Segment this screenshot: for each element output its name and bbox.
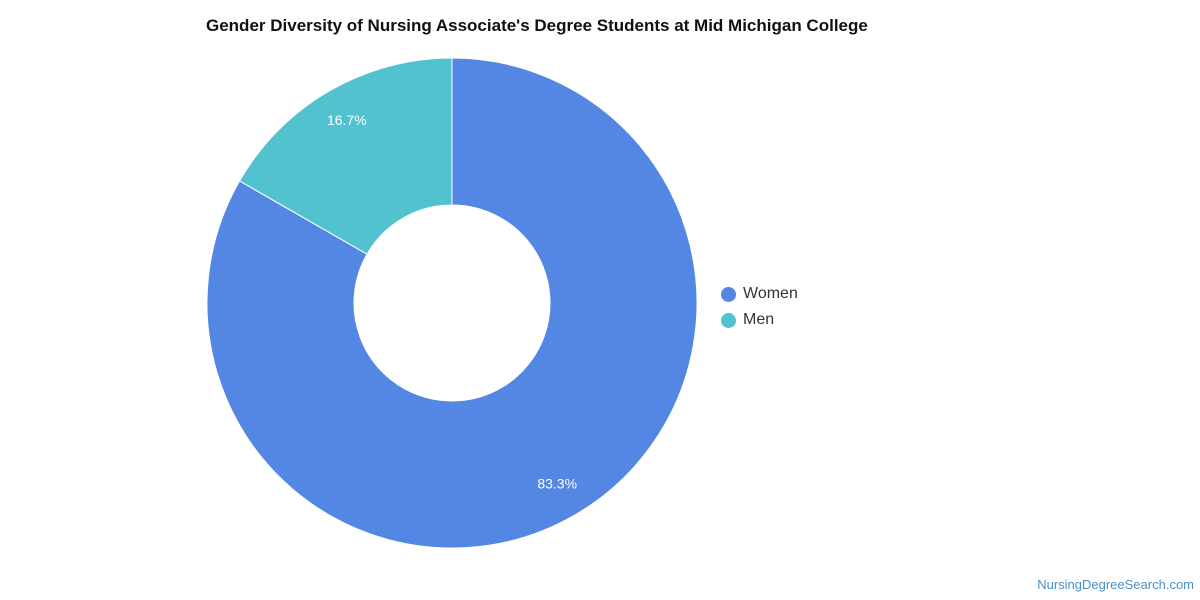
slice-label-men: 16.7%: [327, 112, 367, 128]
slice-men[interactable]: [238, 57, 453, 255]
legend-item-women[interactable]: Women: [721, 281, 798, 307]
legend-label-women: Women: [743, 285, 798, 302]
chart-title: Gender Diversity of Nursing Associate's …: [206, 16, 868, 35]
slice-label-women: 83.3%: [537, 475, 577, 491]
legend: Women Men: [721, 281, 798, 333]
slice-women[interactable]: [206, 57, 698, 549]
legend-label-men: Men: [743, 311, 775, 328]
legend-swatch-men: [721, 312, 736, 328]
source-link[interactable]: NursingDegreeSearch.com: [1037, 577, 1194, 592]
legend-swatch-women: [721, 286, 736, 302]
legend-item-men[interactable]: Men: [721, 307, 798, 333]
